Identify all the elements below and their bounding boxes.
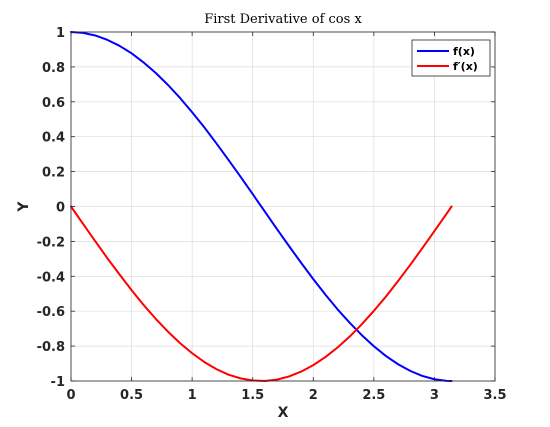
y-axis-label: Y bbox=[16, 201, 32, 213]
y-tick-label: 0.4 bbox=[42, 131, 65, 146]
x-tick-label: 0 bbox=[66, 388, 75, 403]
series-line-1 bbox=[70, 31, 453, 382]
chart-title: First Derivative of cos x bbox=[204, 12, 362, 27]
legend-label-2: f′(x) bbox=[453, 60, 478, 73]
x-tick-label: 0.5 bbox=[120, 388, 143, 403]
x-tick-label: 2 bbox=[309, 388, 318, 403]
legend: f(x) f′(x) bbox=[411, 39, 491, 77]
y-tick-label: 1 bbox=[56, 26, 65, 41]
y-tick-label: 0 bbox=[56, 201, 65, 216]
x-tick-label: 1.5 bbox=[241, 388, 264, 403]
legend-label-1: f(x) bbox=[453, 45, 475, 58]
y-tick-label: -0.8 bbox=[37, 340, 65, 355]
x-axis-label: X bbox=[278, 405, 289, 421]
y-tick-label: 0.8 bbox=[42, 61, 65, 76]
y-tick-label: -0.2 bbox=[37, 235, 65, 250]
y-tick-label: -1 bbox=[51, 375, 65, 390]
y-tick-label: -0.6 bbox=[37, 305, 65, 320]
y-tick-label: 0.2 bbox=[42, 166, 65, 181]
ticks: 0 0.5 1 1.5 2 2.5 3 3.5 -1 -0.8 -0.6 -0.4 -0.2 0 0.2 0.… bbox=[37, 26, 507, 403]
legend-box bbox=[411, 39, 491, 77]
x-tick-label: 1 bbox=[188, 388, 197, 403]
x-tick-label: 3 bbox=[430, 388, 439, 403]
x-tick-label: 2.5 bbox=[362, 388, 385, 403]
y-tick-label: 0.6 bbox=[42, 96, 65, 111]
y-tick-label: -0.4 bbox=[37, 270, 65, 285]
x-tick-label: 3.5 bbox=[483, 388, 506, 403]
